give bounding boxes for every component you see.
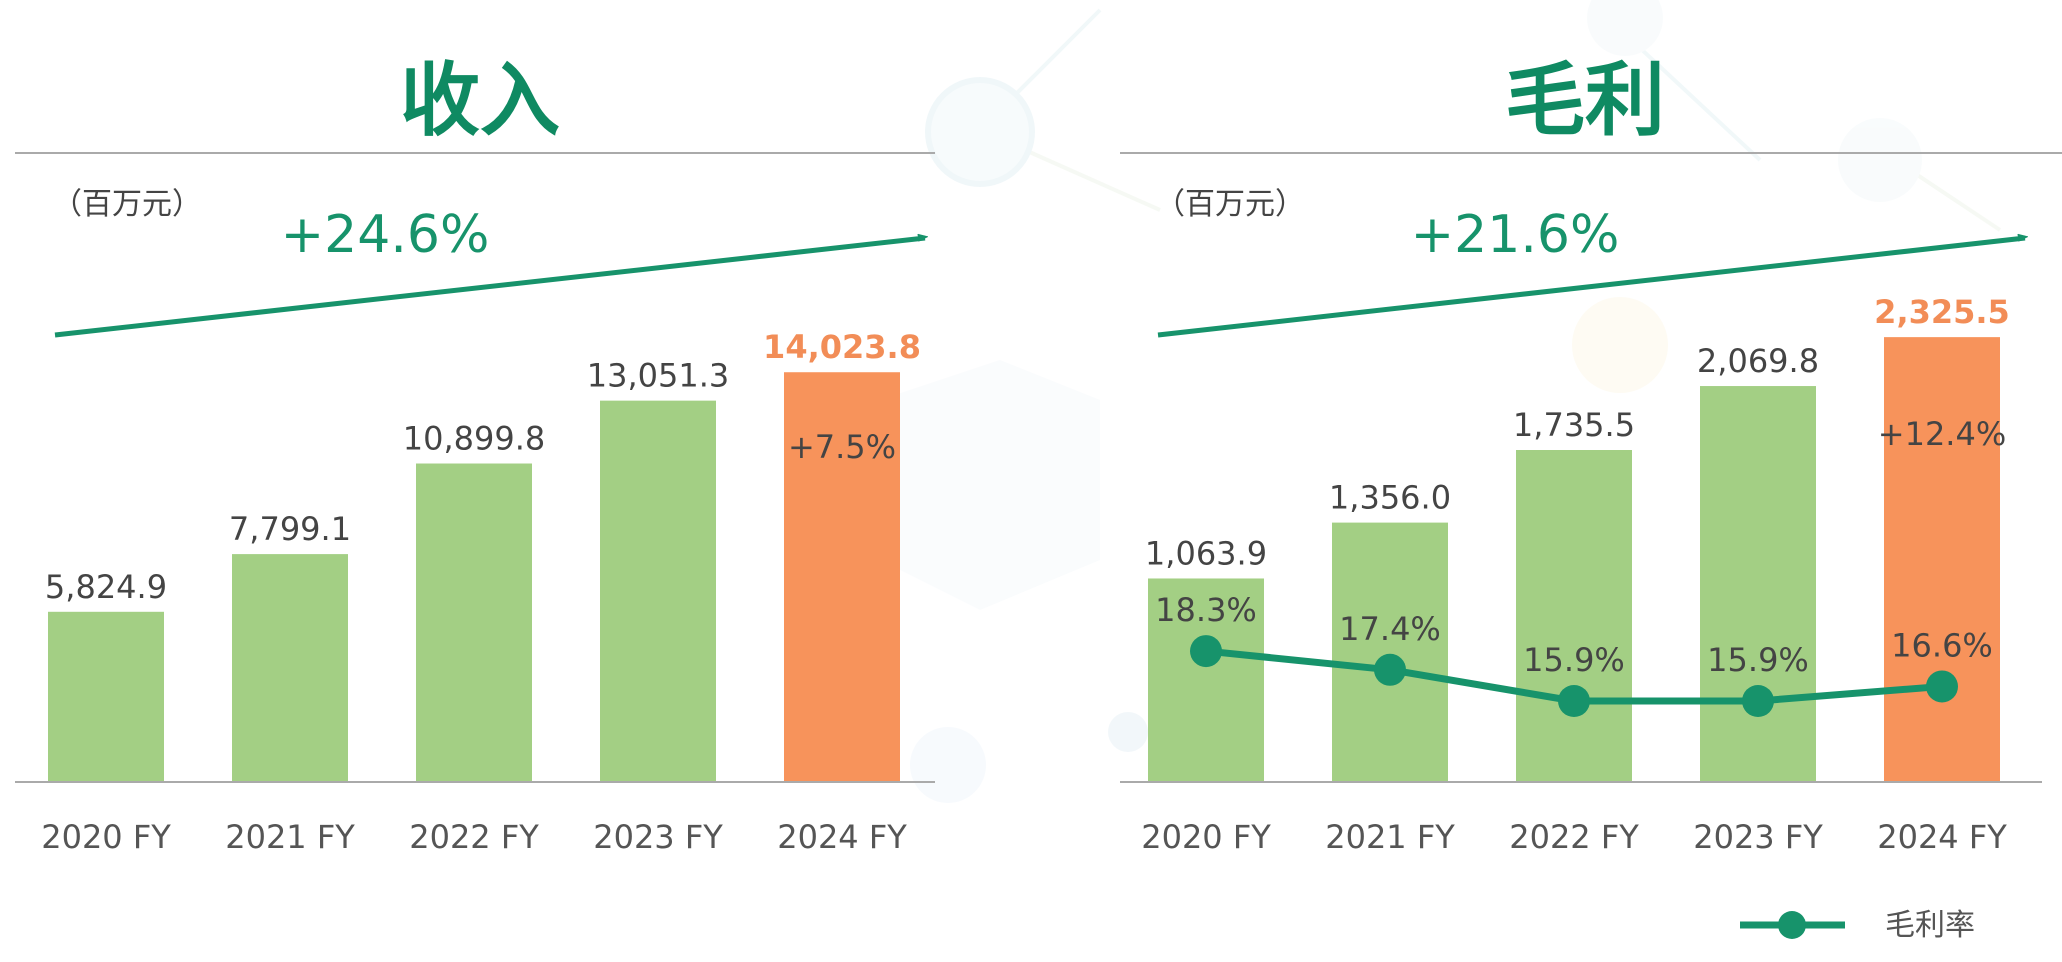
legend-label-gross-margin: 毛利率 <box>1885 908 1975 943</box>
x-tick-label: 2022 FY <box>409 818 539 856</box>
gross-margin-label: 15.9% <box>1523 641 1625 679</box>
gross-margin-label: 18.3% <box>1155 591 1257 629</box>
x-tick-label: 2023 FY <box>1693 818 1823 856</box>
gross-margin-series: 18.3% 17.4% 15.9% 15.9% 16.6% <box>1155 591 1993 717</box>
gross-margin-point <box>1558 685 1590 717</box>
x-tick-label: 2021 FY <box>225 818 355 856</box>
value-label: 14,023.8 <box>763 328 921 366</box>
bar <box>1332 522 1448 782</box>
chart-title: 收入 <box>400 54 560 147</box>
x-tick-label: 2024 FY <box>1877 818 2007 856</box>
value-label: 7,799.1 <box>229 510 351 548</box>
growth-arrow <box>54 238 925 338</box>
chart-title: 毛利 <box>1505 54 1665 147</box>
growth-arrow <box>1157 238 2025 338</box>
growth-rate-label: +24.6% <box>281 205 490 265</box>
gross-profit-chart: 毛利 （百万元） +21.6% 1,063.9 2020 FY 1,356.0 2021 F… <box>1120 54 2062 856</box>
value-label: 1,063.9 <box>1145 534 1267 572</box>
bar <box>600 400 716 782</box>
x-tick-label: 2021 FY <box>1325 818 1455 856</box>
gross-margin-point <box>1374 653 1406 686</box>
x-tick-label: 2024 FY <box>777 818 907 856</box>
legend: 毛利率 <box>1740 908 1975 943</box>
bar <box>416 463 532 782</box>
highlight-change-label: +7.5% <box>788 428 896 466</box>
bar <box>784 372 900 782</box>
bar <box>1516 449 1632 782</box>
gross-margin-point <box>1742 685 1774 717</box>
value-label: 13,051.3 <box>587 357 730 395</box>
gross-margin-label: 17.4% <box>1339 610 1441 648</box>
value-label: 2,325.5 <box>1874 293 2010 331</box>
gross-margin-label: 15.9% <box>1707 641 1809 679</box>
bar <box>48 611 164 782</box>
revenue-chart: 收入 （百万元） +24.6% 5,824.9 2020 FY 7,799.1 2021 F… <box>15 54 935 856</box>
value-label: 2,069.8 <box>1697 342 1819 380</box>
bar <box>1884 337 2000 782</box>
legend-marker-swatch <box>1778 911 1806 939</box>
x-tick-label: 2020 FY <box>1141 818 1271 856</box>
bar <box>232 554 348 782</box>
value-label: 1,356.0 <box>1329 479 1451 517</box>
labels: 1,063.9 2020 FY 1,356.0 2021 FY 1,735.5 2022 … <box>1141 293 2010 856</box>
value-label: 5,824.9 <box>45 568 167 606</box>
bars <box>1148 337 2000 782</box>
bar <box>1148 578 1264 782</box>
x-tick-label: 2020 FY <box>41 818 171 856</box>
gross-margin-point <box>1926 670 1958 703</box>
gross-margin-point <box>1190 635 1222 668</box>
unit-label: （百万元） <box>1155 187 1305 222</box>
x-tick-label: 2023 FY <box>593 818 723 856</box>
value-label: 10,899.8 <box>403 420 546 458</box>
background-molecule-decoration <box>880 0 2002 803</box>
x-tick-label: 2022 FY <box>1509 818 1639 856</box>
unit-label: （百万元） <box>52 187 202 222</box>
growth-rate-label: +21.6% <box>1411 205 1620 265</box>
bars <box>48 372 900 782</box>
highlight-change-label: +12.4% <box>1878 415 2006 453</box>
gross-margin-label: 16.6% <box>1891 626 1993 664</box>
labels: 5,824.9 2020 FY 7,799.1 2021 FY 10,899.8 2022… <box>41 328 921 856</box>
value-label: 1,735.5 <box>1513 406 1635 444</box>
bar <box>1700 386 1816 782</box>
